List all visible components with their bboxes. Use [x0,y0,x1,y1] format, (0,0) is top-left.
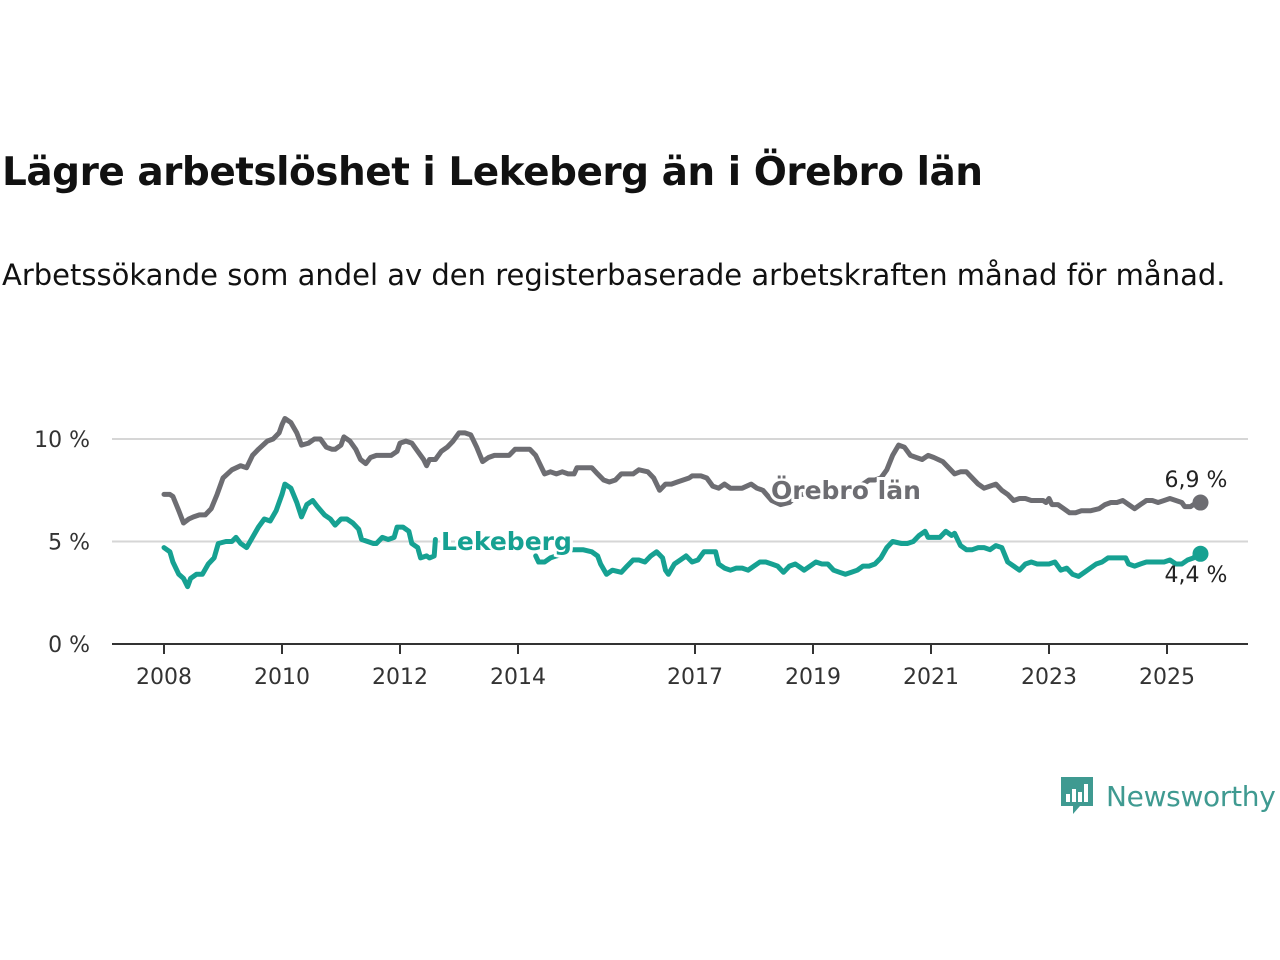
series-line-orebro-lan [161,416,1199,526]
x-tick-label: 2014 [490,665,546,690]
x-tick-label: 2010 [254,665,310,690]
series-labels: Örebro län Lekeberg 6,9 % 4,4 % [438,468,1228,588]
x-tick-label: 2023 [1021,665,1077,690]
series-label-lekeberg: Lekeberg [441,527,572,556]
x-tick-label: 2017 [667,665,723,690]
y-tick-label: 10 % [34,428,90,453]
chart-subtitle: Arbetssökande som andel av den registerb… [2,258,1226,292]
newsworthy-chart-bubble-icon [1061,777,1093,814]
y-axis-ticks: 0 % 5 % 10 % [34,428,90,658]
end-point-lekeberg [1192,545,1209,562]
x-tick-label: 2021 [903,665,959,690]
end-value-label-orebro-lan: 6,9 % [1165,468,1228,493]
chart-title: Lägre arbetslöshet i Lekeberg än i Örebr… [2,150,983,195]
x-tick-label: 2012 [372,665,428,690]
y-tick-label: 0 % [48,633,90,658]
x-axis: 2008 2010 2012 2014 2017 2019 2021 2023 2025 [112,643,1248,690]
end-point-orebro-lan [1192,494,1209,511]
series-lines [161,416,1209,590]
x-tick-label: 2025 [1139,665,1195,690]
series-label-orebro-lan: Örebro län [771,475,921,505]
y-tick-label: 5 % [48,531,90,556]
x-tick-label: 2008 [136,665,192,690]
end-value-label-lekeberg: 4,4 % [1165,563,1228,588]
newsworthy-logo: Newsworthy [1058,774,1276,818]
line-chart: 0 %5 %10 % 2008 2010 2012 2014 2017 2019 2021 2… [34,416,1248,690]
series-line-lekeberg-part2 [533,528,1199,579]
series-line-lekeberg [161,481,438,590]
brand-name: Newsworthy [1106,779,1276,813]
x-tick-label: 2019 [785,665,841,690]
